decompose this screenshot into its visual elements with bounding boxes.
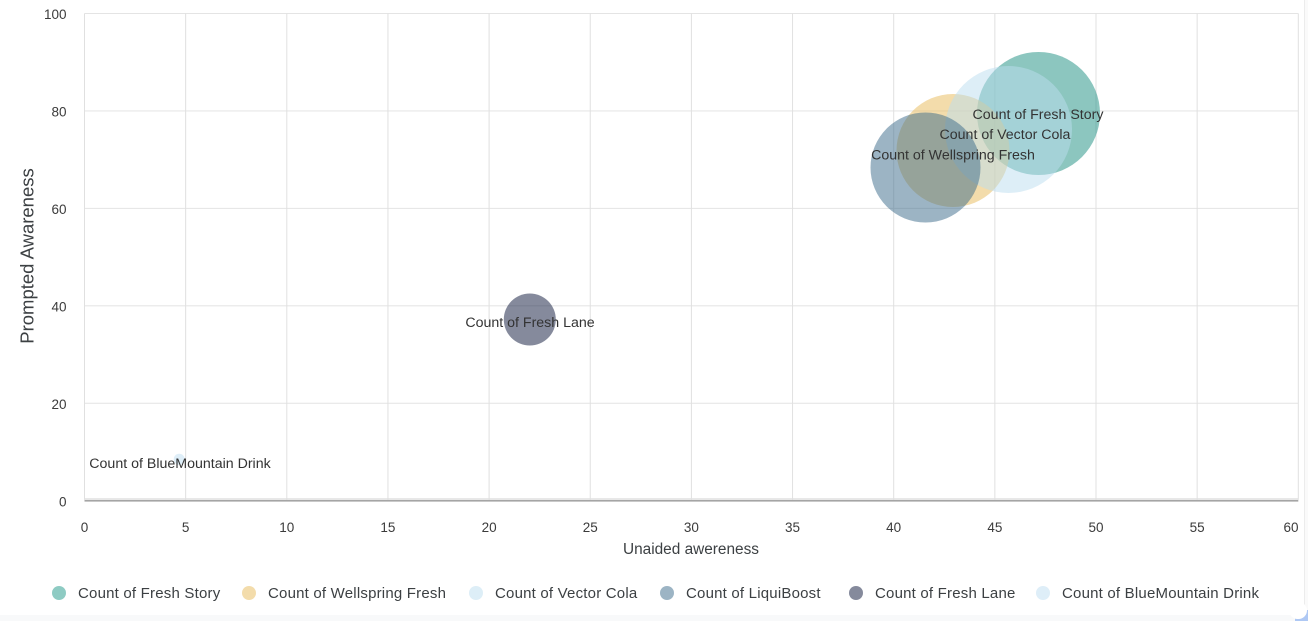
svg-text:60: 60 [1283, 520, 1298, 535]
svg-text:60: 60 [51, 202, 66, 217]
svg-text:Count of Fresh Story: Count of Fresh Story [973, 107, 1105, 123]
svg-text:45: 45 [987, 520, 1002, 535]
svg-text:10: 10 [279, 520, 294, 535]
svg-text:40: 40 [886, 520, 901, 535]
svg-text:40: 40 [51, 299, 66, 314]
svg-text:Count of Fresh Lane: Count of Fresh Lane [465, 315, 594, 331]
svg-text:Count of Wellspring Fresh: Count of Wellspring Fresh [268, 585, 446, 602]
svg-text:15: 15 [380, 520, 395, 535]
svg-text:30: 30 [684, 520, 699, 535]
svg-text:Count of Vector Cola: Count of Vector Cola [495, 585, 638, 602]
svg-text:Count of Wellspring Fresh: Count of Wellspring Fresh [871, 148, 1035, 164]
svg-text:50: 50 [1088, 520, 1103, 535]
svg-text:Count of Fresh Story: Count of Fresh Story [78, 585, 221, 602]
svg-text:Count of BlueMountain Drink: Count of BlueMountain Drink [1062, 585, 1259, 602]
svg-text:Count of BlueMountain Drink: Count of BlueMountain Drink [89, 456, 271, 472]
svg-text:0: 0 [81, 520, 89, 535]
svg-text:0: 0 [59, 494, 67, 509]
svg-text:100: 100 [44, 7, 67, 22]
svg-text:Prompted Awareness: Prompted Awareness [17, 168, 38, 344]
svg-text:25: 25 [583, 520, 598, 535]
svg-text:55: 55 [1190, 520, 1205, 535]
svg-text:Count of Fresh Lane: Count of Fresh Lane [875, 585, 1016, 602]
svg-text:35: 35 [785, 520, 800, 535]
svg-text:20: 20 [482, 520, 497, 535]
svg-text:80: 80 [51, 104, 66, 119]
svg-text:Unaided awereness: Unaided awereness [623, 541, 759, 558]
svg-text:Count of Vector Cola: Count of Vector Cola [940, 127, 1071, 143]
svg-text:Count of LiquiBoost: Count of LiquiBoost [686, 585, 821, 602]
svg-text:20: 20 [51, 397, 66, 412]
svg-text:5: 5 [182, 520, 190, 535]
